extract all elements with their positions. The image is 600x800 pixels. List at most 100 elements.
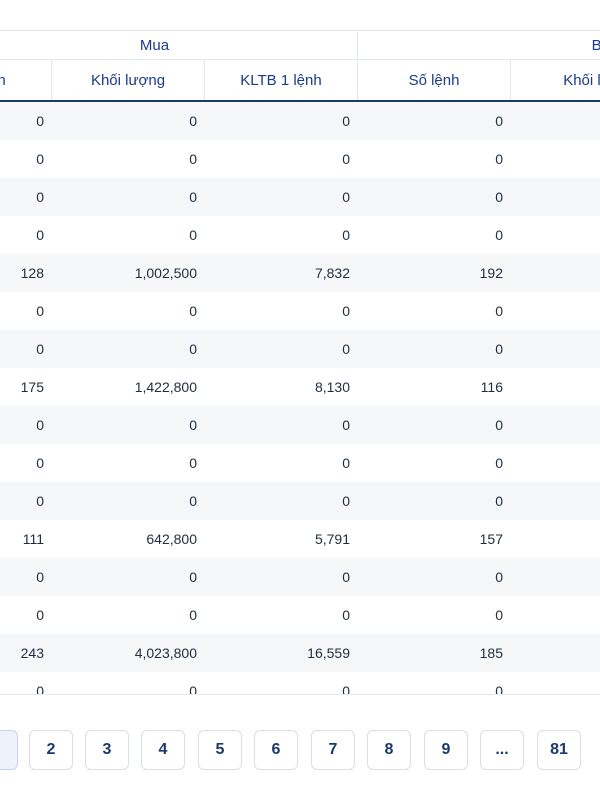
table-row[interactable]: 175 1,422,800 8,130 116 [0, 368, 600, 406]
group-header-buy: Mua [0, 30, 358, 60]
sell-orders-cell: 0 [495, 417, 503, 433]
page-button-6[interactable]: 6 [254, 730, 298, 770]
buy-orders-cell: 128 [20, 265, 44, 281]
sell-orders-cell: 192 [479, 265, 503, 281]
buy-orders-cell: 243 [20, 645, 44, 661]
buy-orders-cell: 0 [36, 607, 44, 623]
buy-orders-cell: 0 [36, 569, 44, 585]
buy-avg-volume-cell: 0 [342, 151, 350, 167]
table-row[interactable]: 0 0 0 0 [0, 672, 600, 695]
sell-orders-cell: 0 [495, 113, 503, 129]
buy-volume-cell: 0 [189, 341, 197, 357]
page-button-2[interactable]: 2 [29, 730, 73, 770]
buy-orders-cell: 0 [36, 341, 44, 357]
sell-orders-cell: 157 [479, 531, 503, 547]
page-button-7[interactable]: 7 [311, 730, 355, 770]
table-body: 0 0 0 0 0 0 0 0 0 0 0 0 0 0 0 0 128 1,002,500 7,832 192 0 0 0 0… [0, 102, 600, 695]
page-button-9[interactable]: 9 [424, 730, 468, 770]
buy-volume-cell: 0 [189, 227, 197, 243]
buy-orders-cell: 0 [36, 303, 44, 319]
table-row[interactable]: 0 0 0 0 [0, 178, 600, 216]
sell-orders-cell: 0 [495, 189, 503, 205]
buy-orders-cell: 0 [36, 151, 44, 167]
sell-orders-cell: 185 [479, 645, 503, 661]
buy-avg-volume-cell: 0 [342, 493, 350, 509]
page-button-81[interactable]: 81 [537, 730, 581, 770]
buy-avg-volume-cell: 0 [342, 341, 350, 357]
buy-volume-cell: 642,800 [146, 531, 197, 547]
page-ellipsis-button[interactable]: ... [480, 730, 524, 770]
buy-avg-volume-cell: 0 [342, 227, 350, 243]
sell-orders-cell: 0 [495, 493, 503, 509]
buy-orders-cell: 175 [20, 379, 44, 395]
buy-volume-cell: 0 [189, 683, 197, 695]
table-row[interactable]: 0 0 0 0 [0, 140, 600, 178]
column-header-row: n Khối lượng KLTB 1 lệnh Số lệnh Khối lư [0, 60, 600, 102]
buy-avg-volume-cell: 8,130 [314, 379, 350, 395]
table-row[interactable]: 0 0 0 0 [0, 216, 600, 254]
table-row[interactable]: 243 4,023,800 16,559 185 3,0 [0, 634, 600, 672]
buy-orders-cell: 0 [36, 493, 44, 509]
buy-avg-volume-cell: 5,791 [314, 531, 350, 547]
buy-orders-cell: 0 [36, 113, 44, 129]
data-table: Mua Bán n Khối lượng KLTB 1 lệnh Số lệnh… [0, 30, 600, 695]
col-header-sell-volume[interactable]: Khối lư [511, 60, 600, 100]
table-row[interactable]: 111 642,800 5,791 157 [0, 520, 600, 558]
buy-volume-cell: 0 [189, 417, 197, 433]
sell-orders-cell: 116 [480, 379, 503, 395]
buy-orders-cell: 0 [36, 683, 44, 695]
buy-avg-volume-cell: 0 [342, 607, 350, 623]
col-header-sell-orders[interactable]: Số lệnh [358, 60, 511, 100]
buy-volume-cell: 4,023,800 [134, 645, 197, 661]
buy-volume-cell: 0 [189, 455, 197, 471]
buy-orders-cell: 0 [36, 189, 44, 205]
page-button-3[interactable]: 3 [85, 730, 129, 770]
buy-orders-cell: 0 [36, 227, 44, 243]
buy-volume-cell: 0 [189, 569, 197, 585]
buy-avg-volume-cell: 0 [342, 303, 350, 319]
sell-orders-cell: 0 [495, 607, 503, 623]
buy-orders-cell: 0 [36, 455, 44, 471]
buy-volume-cell: 1,422,800 [134, 379, 197, 395]
buy-avg-volume-cell: 0 [342, 569, 350, 585]
sell-orders-cell: 0 [495, 683, 503, 695]
buy-volume-cell: 0 [189, 113, 197, 129]
sell-orders-cell: 0 [495, 303, 503, 319]
sell-orders-cell: 0 [495, 227, 503, 243]
buy-orders-cell: 111 [22, 531, 44, 547]
buy-avg-volume-cell: 0 [342, 189, 350, 205]
page-button-5[interactable]: 5 [198, 730, 242, 770]
table-row[interactable]: 0 0 0 0 [0, 482, 600, 520]
table-row[interactable]: 0 0 0 0 [0, 330, 600, 368]
sell-volume-cell: 3,0 [511, 645, 600, 661]
col-header-buy-volume[interactable]: Khối lượng [52, 60, 205, 100]
buy-volume-cell: 0 [189, 607, 197, 623]
page-button-8[interactable]: 8 [367, 730, 411, 770]
sell-orders-cell: 0 [495, 455, 503, 471]
group-header-sell: Bán [358, 30, 600, 60]
buy-volume-cell: 0 [189, 493, 197, 509]
group-header-row: Mua Bán [0, 30, 600, 60]
buy-avg-volume-cell: 0 [342, 417, 350, 433]
table-row[interactable]: 0 0 0 0 [0, 558, 600, 596]
page-button-active[interactable]: 1 [0, 730, 18, 770]
buy-avg-volume-cell: 0 [342, 455, 350, 471]
col-header-buy-avg-volume[interactable]: KLTB 1 lệnh [205, 60, 358, 100]
table-row[interactable]: 0 0 0 0 [0, 444, 600, 482]
table-row[interactable]: 128 1,002,500 7,832 192 [0, 254, 600, 292]
table-row[interactable]: 0 0 0 0 [0, 102, 600, 140]
sell-orders-cell: 0 [495, 569, 503, 585]
sell-orders-cell: 0 [495, 341, 503, 357]
col-header-buy-orders[interactable]: n [0, 60, 52, 100]
buy-volume-cell: 1,002,500 [134, 265, 197, 281]
buy-avg-volume-cell: 0 [342, 683, 350, 695]
table-row[interactable]: 0 0 0 0 [0, 406, 600, 444]
buy-volume-cell: 0 [189, 189, 197, 205]
sell-orders-cell: 0 [495, 151, 503, 167]
table-row[interactable]: 0 0 0 0 [0, 596, 600, 634]
buy-avg-volume-cell: 7,832 [314, 265, 350, 281]
page-button-4[interactable]: 4 [141, 730, 185, 770]
table-row[interactable]: 0 0 0 0 [0, 292, 600, 330]
buy-volume-cell: 0 [189, 303, 197, 319]
